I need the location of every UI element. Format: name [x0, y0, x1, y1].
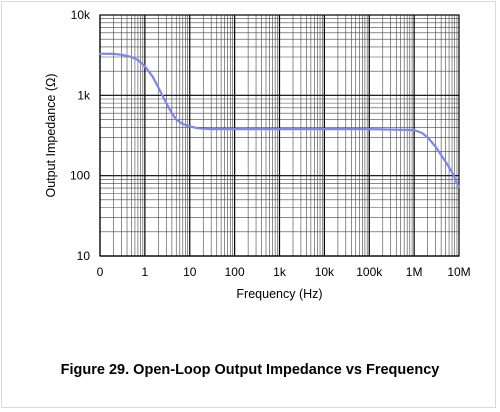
plot-border — [99, 14, 460, 257]
x-tick-label: 100 — [225, 265, 245, 279]
x-tick-label: 1k — [273, 265, 287, 279]
x-tick-label: 10k — [315, 265, 335, 279]
x-tick-label: 10 — [183, 265, 197, 279]
major-gridlines — [99, 15, 459, 257]
figure-caption: Figure 29. Open-Loop Output Impedance vs… — [60, 362, 440, 378]
y-tick-labels: 10 100 1k 10k — [70, 8, 91, 263]
x-axis-label: Frequency (Hz) — [236, 287, 322, 301]
y-tick-label: 10k — [71, 8, 91, 22]
y-axis-label: Output Impedance (Ω) — [44, 74, 58, 198]
series-layer — [98, 52, 461, 189]
impedance-series-line — [98, 52, 461, 189]
x-tick-labels: 0 1 10 100 1k 10k 100k 1M 10M — [97, 265, 471, 279]
x-tick-label: 1M — [406, 265, 423, 279]
x-tick-label: 100k — [356, 265, 383, 279]
figure-frame — [1, 1, 496, 408]
x-tick-label: 1 — [142, 265, 149, 279]
impedance-chart: 0 1 10 100 1k 10k 100k 1M 10M 10 100 1k 10k Frequen… — [44, 8, 471, 301]
x-tick-label: 10M — [447, 265, 470, 279]
x-tick-label: 0 — [97, 265, 104, 279]
minor-gridlines — [100, 15, 459, 256]
y-tick-label: 10 — [77, 249, 91, 263]
y-tick-label: 1k — [77, 88, 91, 102]
y-tick-label: 100 — [70, 169, 90, 183]
